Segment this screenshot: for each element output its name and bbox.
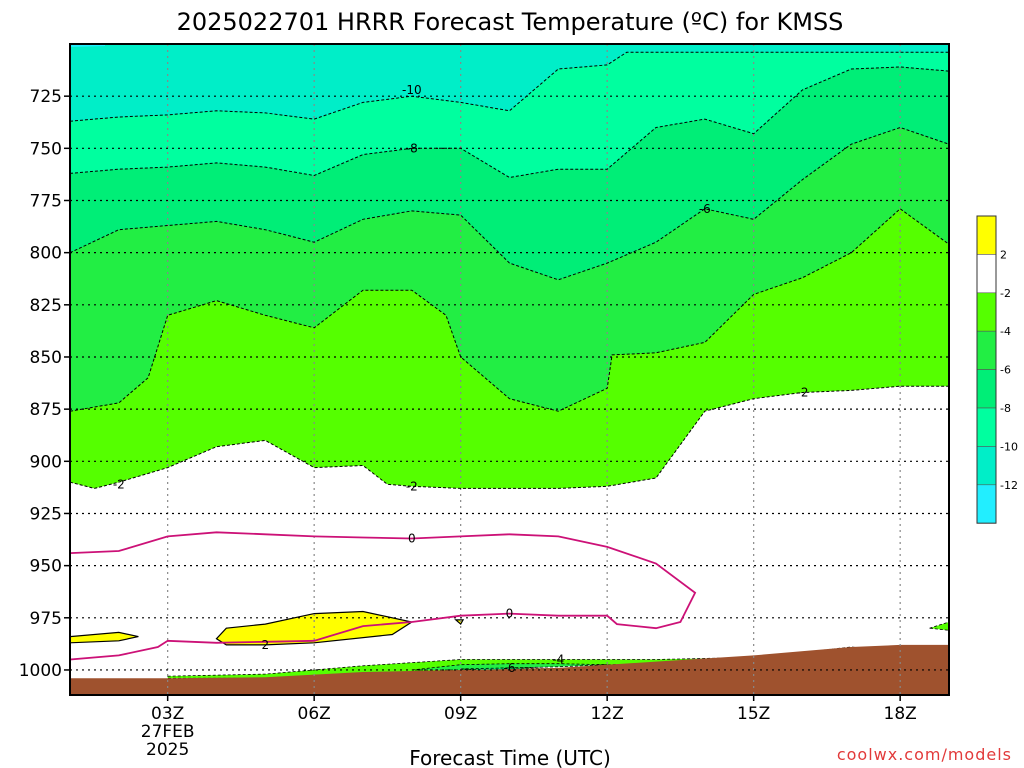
y-tick-label: 975 (30, 609, 62, 629)
contour-label: 2 (262, 638, 270, 652)
plot-frame (69, 43, 950, 696)
y-tick-label: 750 (30, 139, 62, 159)
contour-label: -6 (699, 202, 711, 216)
plot-contour-labels: -10 -8 -6 -2 -2 -2 0 0 2 -4 -6 (113, 83, 809, 675)
contour-label: -6 (504, 661, 516, 675)
colorbar: 2 -2 -4 -6 -8 -10 -12 (976, 215, 1018, 524)
y-tick-label: 925 (30, 504, 62, 524)
contour-label: -2 (406, 479, 418, 493)
colorbar-label: 2 (1000, 248, 1007, 261)
colorbar-bin (976, 292, 997, 332)
x-tick-label: 18Z (884, 704, 917, 724)
contour-label: -4 (552, 653, 564, 667)
plot-fills (69, 44, 950, 695)
isotherm-line-2 (69, 208, 950, 412)
colorbar-label: -6 (1000, 364, 1011, 377)
contour-label: -2 (797, 385, 809, 399)
isotherm-line-1 (69, 385, 949, 489)
colorbar-bin (976, 484, 997, 524)
contour-label: -8 (406, 141, 418, 155)
colorbar-bin (976, 369, 997, 409)
contour-label: 0 (506, 607, 514, 621)
x-tick-label: 15Z (737, 704, 770, 724)
colorbar-bin (976, 254, 997, 294)
isotherm-line-3 (69, 126, 950, 281)
colorbar-label: -10 (1000, 440, 1018, 453)
colorbar-bin (976, 407, 997, 447)
temperature-band-5 (70, 44, 949, 122)
y-tick-label: 900 (30, 452, 62, 472)
contour-label: -10 (402, 83, 422, 97)
y-tick-label: 800 (30, 244, 62, 264)
colorbar-label: -8 (1000, 402, 1011, 415)
colorbar-bin (976, 215, 997, 255)
credit-text: coolwx.com/models (837, 745, 1012, 764)
cold-layer-5 (929, 621, 950, 631)
colorbar-label: -2 (1000, 287, 1011, 300)
chart-title: 2025022701 HRRR Forecast Temperature (ºC… (177, 8, 844, 36)
x-tick-label: 09Z (444, 704, 477, 724)
plot-contours (69, 51, 950, 661)
y-tick-label: 950 (30, 557, 62, 577)
freezing-isotherm (69, 531, 697, 661)
colorbar-label: -12 (1000, 479, 1018, 492)
plot-axes: 725 750 775 800 825 850 875 900 925 950 975 1000 03Z… (19, 43, 950, 760)
colorbar-bin (976, 330, 997, 370)
x-axis-label: Forecast Time (UTC) (409, 746, 611, 768)
colorbar-bin (976, 446, 997, 486)
x-tick-label: 06Z (298, 704, 331, 724)
y-tick-label: 850 (30, 348, 62, 368)
isotherm-line-5 (69, 51, 949, 122)
contour-label: 0 (408, 532, 416, 546)
colorbar-frame (976, 215, 997, 524)
colorbar-label: -4 (1000, 325, 1011, 338)
isotherm-line-4 (69, 66, 950, 179)
x-tick-date-label: 2025 (146, 740, 189, 760)
plot-grid (70, 44, 949, 695)
y-tick-label: 875 (30, 400, 62, 420)
warm-pocket-3 (454, 619, 465, 626)
x-tick-date-label: 27FEB (141, 722, 195, 742)
y-tick-label: 725 (30, 87, 62, 107)
y-tick-label: 775 (30, 191, 62, 211)
y-tick-label: 1000 (19, 661, 62, 681)
x-tick-label: 03Z (151, 704, 184, 724)
contour-label: -2 (113, 477, 125, 491)
x-tick-label: 12Z (591, 704, 624, 724)
y-tick-label: 825 (30, 296, 62, 316)
